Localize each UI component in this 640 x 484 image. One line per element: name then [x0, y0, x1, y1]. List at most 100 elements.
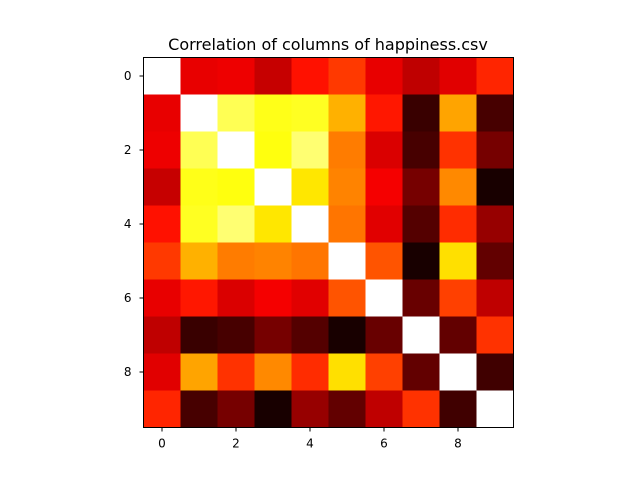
heatmap-cell-r9-c0 [143, 390, 181, 428]
y-axis: 0 2 4 6 8 [124, 69, 144, 379]
heatmap-cell-r6-c0 [143, 279, 181, 317]
heatmap-cell-r7-c6 [365, 316, 403, 354]
heatmap-cell-r9-c5 [328, 390, 366, 428]
heatmap-cell-r5-c5 [328, 242, 366, 280]
heatmap-cell-r3-c1 [180, 168, 218, 206]
x-tick-label: 0 [158, 437, 166, 451]
heatmap-cell-r5-c2 [217, 242, 255, 280]
heatmap-cell-r8-c7 [402, 353, 440, 391]
heatmap-cell-r6-c6 [365, 279, 403, 317]
heatmap-cell-r0-c6 [365, 57, 403, 95]
heatmap-cell-r8-c5 [328, 353, 366, 391]
heatmap-cell-r0-c2 [217, 57, 255, 95]
heatmap-cell-r4-c2 [217, 205, 255, 243]
heatmap-cell-r5-c4 [291, 242, 329, 280]
heatmap-cell-r9-c3 [254, 390, 292, 428]
heatmap-cell-r4-c3 [254, 205, 292, 243]
heatmap-cell-r3-c4 [291, 168, 329, 206]
heatmap-cell-r2-c9 [476, 131, 514, 169]
heatmap-cell-r6-c3 [254, 279, 292, 317]
heatmap-cell-r1-c9 [476, 94, 514, 132]
heatmap-cell-r1-c4 [291, 94, 329, 132]
heatmap-cell-r5-c0 [143, 242, 181, 280]
heatmap-cell-r4-c8 [439, 205, 477, 243]
heatmap-cell-r5-c7 [402, 242, 440, 280]
y-tick-label: 0 [124, 69, 132, 83]
heatmap-cell-r0-c4 [291, 57, 329, 95]
heatmap-cell-r3-c2 [217, 168, 255, 206]
heatmap-cell-r1-c1 [180, 94, 218, 132]
heatmap-cell-r8-c0 [143, 353, 181, 391]
heatmap-cell-r0-c7 [402, 57, 440, 95]
heatmap-cell-r5-c9 [476, 242, 514, 280]
heatmap-cell-r9-c8 [439, 390, 477, 428]
heatmap-cell-r2-c3 [254, 131, 292, 169]
heatmap-cell-r5-c3 [254, 242, 292, 280]
heatmap-cell-r2-c6 [365, 131, 403, 169]
heatmap-cell-r0-c3 [254, 57, 292, 95]
heatmap-cell-r8-c9 [476, 353, 514, 391]
heatmap-cell-r3-c5 [328, 168, 366, 206]
heatmap-cell-r2-c4 [291, 131, 329, 169]
heatmap-cell-r3-c3 [254, 168, 292, 206]
x-tick-label: 6 [380, 437, 388, 451]
heatmap-cell-r4-c1 [180, 205, 218, 243]
heatmap-cell-r1-c0 [143, 94, 181, 132]
heatmap-cell-r6-c8 [439, 279, 477, 317]
heatmap-cell-r9-c9 [476, 390, 514, 428]
y-tick-label: 2 [124, 143, 132, 157]
heatmap-cell-r2-c8 [439, 131, 477, 169]
heatmap-cell-r8-c8 [439, 353, 477, 391]
heatmap-cell-r9-c4 [291, 390, 329, 428]
heatmap-cell-r3-c0 [143, 168, 181, 206]
y-tick-label: 8 [124, 365, 132, 379]
heatmap-cell-r8-c6 [365, 353, 403, 391]
heatmap-cell-r7-c4 [291, 316, 329, 354]
heatmap-cell-r8-c1 [180, 353, 218, 391]
x-tick-label: 2 [232, 437, 240, 451]
heatmap-cell-r3-c7 [402, 168, 440, 206]
heatmap-cell-r6-c4 [291, 279, 329, 317]
heatmap-cell-r8-c2 [217, 353, 255, 391]
heatmap-cell-r0-c0 [143, 57, 181, 95]
heatmap-cells [143, 57, 514, 428]
heatmap-cell-r9-c1 [180, 390, 218, 428]
chart-title: Correlation of columns of happiness.csv [168, 35, 488, 54]
heatmap-cell-r2-c2 [217, 131, 255, 169]
heatmap-cell-r6-c1 [180, 279, 218, 317]
heatmap-cell-r1-c2 [217, 94, 255, 132]
heatmap-cell-r4-c0 [143, 205, 181, 243]
heatmap-cell-r7-c3 [254, 316, 292, 354]
heatmap-cell-r6-c5 [328, 279, 366, 317]
heatmap-cell-r4-c4 [291, 205, 329, 243]
heatmap-cell-r9-c7 [402, 390, 440, 428]
x-axis: 0 2 4 6 8 [158, 427, 462, 451]
heatmap-cell-r4-c6 [365, 205, 403, 243]
heatmap-cell-r7-c8 [439, 316, 477, 354]
y-tick-label: 6 [124, 291, 132, 305]
heatmap-cell-r5-c1 [180, 242, 218, 280]
heatmap-cell-r1-c3 [254, 94, 292, 132]
heatmap-cell-r4-c9 [476, 205, 514, 243]
y-tick-label: 4 [124, 217, 132, 231]
heatmap-cell-r0-c1 [180, 57, 218, 95]
heatmap-cell-r0-c8 [439, 57, 477, 95]
heatmap-cell-r2-c1 [180, 131, 218, 169]
plot-frame [143, 57, 514, 428]
heatmap-cell-r4-c7 [402, 205, 440, 243]
heatmap-cell-r7-c2 [217, 316, 255, 354]
heatmap-cell-r2-c7 [402, 131, 440, 169]
heatmap-cell-r8-c4 [291, 353, 329, 391]
heatmap-cell-r6-c7 [402, 279, 440, 317]
heatmap-cell-r7-c7 [402, 316, 440, 354]
heatmap-cell-r5-c6 [365, 242, 403, 280]
heatmap-cell-r7-c9 [476, 316, 514, 354]
heatmap-cell-r9-c2 [217, 390, 255, 428]
heatmap-cell-r1-c8 [439, 94, 477, 132]
heatmap-cell-r3-c9 [476, 168, 514, 206]
heatmap-cell-r7-c0 [143, 316, 181, 354]
heatmap-cell-r0-c9 [476, 57, 514, 95]
heatmap-cell-r2-c5 [328, 131, 366, 169]
heatmap-cell-r7-c1 [180, 316, 218, 354]
